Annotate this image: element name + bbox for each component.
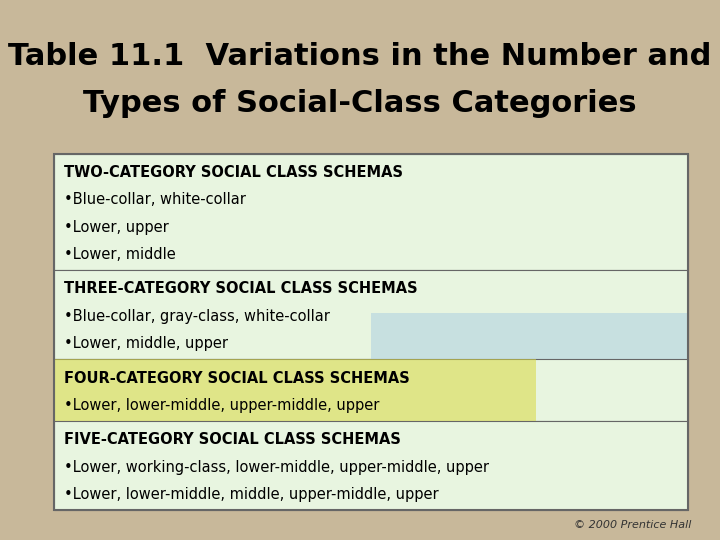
FancyBboxPatch shape <box>54 154 688 271</box>
Text: •Lower, middle: •Lower, middle <box>64 247 176 262</box>
FancyBboxPatch shape <box>54 421 688 510</box>
FancyBboxPatch shape <box>54 360 536 421</box>
Text: •Lower, working-class, lower-middle, upper-middle, upper: •Lower, working-class, lower-middle, upp… <box>64 460 489 475</box>
Text: •Lower, lower-middle, middle, upper-middle, upper: •Lower, lower-middle, middle, upper-midd… <box>64 487 438 502</box>
FancyBboxPatch shape <box>54 271 688 360</box>
Text: THREE-CATEGORY SOCIAL CLASS SCHEMAS: THREE-CATEGORY SOCIAL CLASS SCHEMAS <box>64 281 418 296</box>
Text: •Blue-collar, white-collar: •Blue-collar, white-collar <box>64 192 246 207</box>
Text: Types of Social-Class Categories: Types of Social-Class Categories <box>84 89 636 118</box>
Text: •Blue-collar, gray-class, white-collar: •Blue-collar, gray-class, white-collar <box>64 309 330 324</box>
Text: •Lower, lower-middle, upper-middle, upper: •Lower, lower-middle, upper-middle, uppe… <box>64 398 379 413</box>
Text: © 2000 Prentice Hall: © 2000 Prentice Hall <box>574 520 691 530</box>
Text: FOUR-CATEGORY SOCIAL CLASS SCHEMAS: FOUR-CATEGORY SOCIAL CLASS SCHEMAS <box>64 370 410 386</box>
Text: FIVE-CATEGORY SOCIAL CLASS SCHEMAS: FIVE-CATEGORY SOCIAL CLASS SCHEMAS <box>64 432 401 447</box>
FancyBboxPatch shape <box>371 313 688 360</box>
Text: •Lower, upper: •Lower, upper <box>64 220 168 235</box>
Text: TWO-CATEGORY SOCIAL CLASS SCHEMAS: TWO-CATEGORY SOCIAL CLASS SCHEMAS <box>64 165 403 180</box>
Text: •Lower, middle, upper: •Lower, middle, upper <box>64 336 228 351</box>
Text: Table 11.1  Variations in the Number and: Table 11.1 Variations in the Number and <box>9 42 711 71</box>
FancyBboxPatch shape <box>54 360 688 421</box>
